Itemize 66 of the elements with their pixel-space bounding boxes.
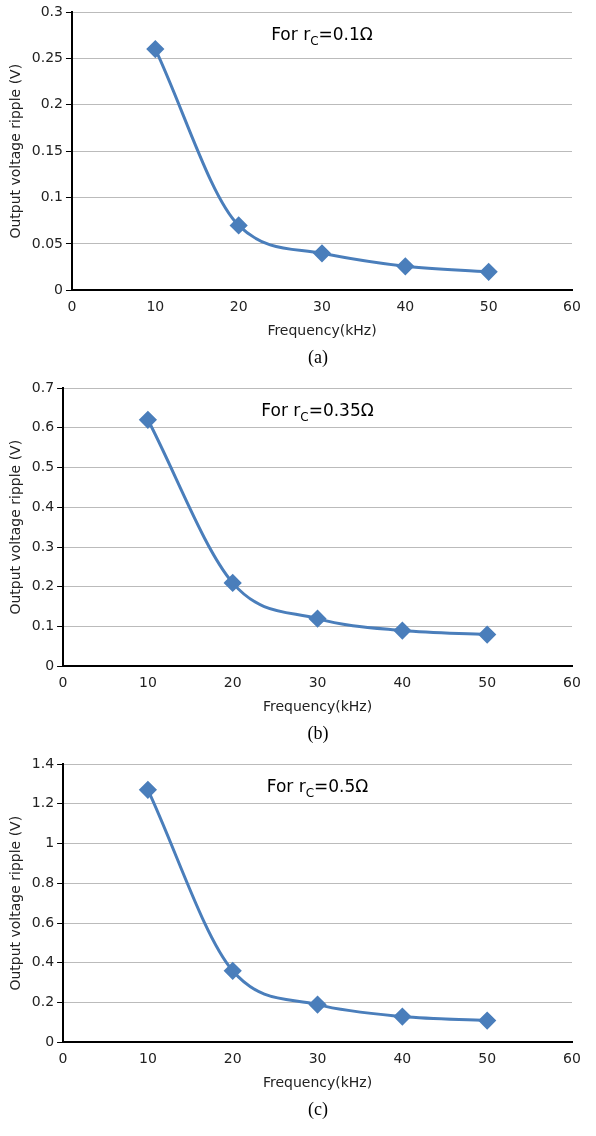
y-tick-label: 0.2: [40, 95, 63, 112]
point: [313, 244, 331, 262]
y-axis-title: Output voltage ripple (V): [7, 815, 24, 991]
x-axis-title: Frequency(kHz): [267, 322, 377, 339]
point: [309, 996, 327, 1014]
text: (b): [306, 722, 330, 745]
point: [224, 574, 242, 592]
x-tick-label: 20: [229, 298, 248, 315]
x-tick-label: 60: [563, 1050, 581, 1067]
point: [139, 411, 157, 429]
point: [478, 626, 496, 644]
point: [230, 216, 248, 234]
x-tick-label: 50: [478, 674, 497, 691]
point: [478, 1012, 496, 1030]
x-tick-label: 30: [308, 1050, 327, 1067]
text: (a): [307, 346, 329, 369]
y-tick-label: 0.1: [31, 617, 55, 634]
y-tick-label: 0.5: [31, 458, 55, 475]
x-tick-label: 10: [146, 298, 165, 315]
y-tick-label: 0.4: [31, 953, 55, 970]
x-tick-label: 40: [393, 1050, 412, 1067]
y-tick-label: 0.1: [40, 188, 63, 205]
y-axis-title: Output voltage ripple (V): [7, 63, 24, 239]
point: [396, 257, 414, 275]
x-tick-label: 10: [138, 674, 157, 691]
x-tick-label: 30: [313, 298, 331, 315]
point: [393, 622, 411, 640]
y-tick-label: 0.6: [31, 913, 55, 930]
x-tick-label: 50: [478, 1050, 497, 1067]
y-tick-label: 0: [45, 1033, 55, 1050]
y-axis-title: Output voltage ripple (V): [7, 439, 24, 615]
y-tick-label: 0.2: [31, 993, 55, 1010]
y-tick-label: 0.25: [31, 49, 63, 66]
y-tick-label: 0.4: [31, 497, 55, 514]
y-tick-label: 1.2: [31, 794, 55, 811]
y-tick-label: 0: [54, 281, 63, 298]
text: (c): [307, 1098, 329, 1121]
y-tick-label: 1.4: [31, 754, 55, 771]
x-tick-label: 30: [308, 674, 327, 691]
point: [480, 263, 498, 281]
y-tick-label: 0.2: [31, 577, 55, 594]
x-tick-label: 40: [393, 674, 412, 691]
y-tick-label: 0.05: [31, 234, 63, 251]
y-tick-label: 1: [45, 834, 55, 851]
x-tick-label: 40: [396, 298, 415, 315]
point: [224, 962, 242, 980]
point: [309, 610, 327, 628]
x-tick-label: 20: [223, 1050, 242, 1067]
x-tick-label: 60: [563, 298, 581, 315]
point: [146, 40, 164, 58]
x-tick-label: 20: [223, 674, 242, 691]
point: [393, 1008, 411, 1026]
x-tick-label: 0: [67, 298, 77, 315]
y-tick-label: 0.3: [31, 537, 55, 554]
point: [139, 781, 157, 799]
y-tick-label: 0.8: [31, 873, 55, 890]
y-tick-label: 0.3: [40, 2, 63, 19]
x-tick-label: 50: [479, 298, 498, 315]
x-axis-title: Frequency(kHz): [262, 698, 373, 715]
x-tick-label: 60: [563, 674, 581, 691]
y-tick-label: 0.15: [31, 141, 63, 158]
y-tick-label: 0.6: [31, 418, 55, 435]
x-tick-label: 10: [138, 1050, 157, 1067]
y-tick-label: 0: [45, 657, 55, 674]
x-axis-title: Frequency(kHz): [262, 1074, 373, 1091]
y-tick-label: 0.7: [31, 378, 55, 395]
